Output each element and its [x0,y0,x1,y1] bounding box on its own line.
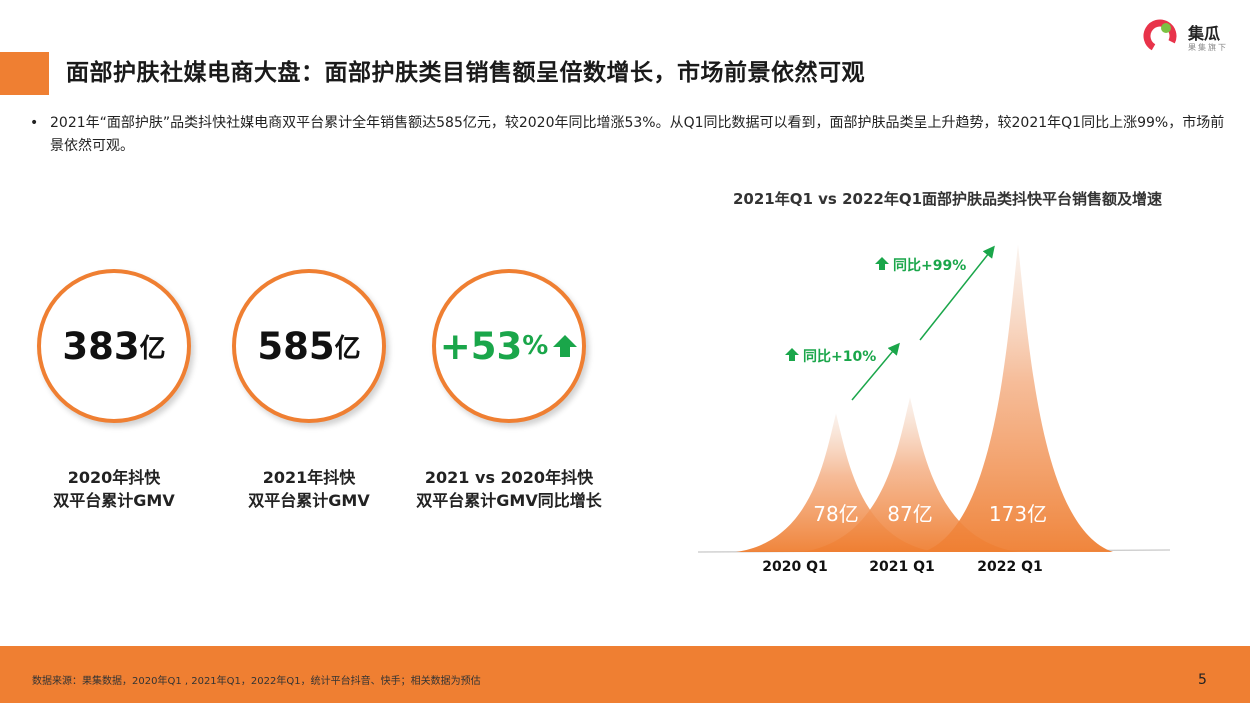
kpi-circle-2021: 585 亿 [232,269,386,423]
growth-annotation: 同比+99% [893,257,966,274]
kpi-label-line: 双平台累计GMV同比增长 [416,491,602,510]
kpi-unit: 亿 [334,333,361,364]
kpi-label-line: 2020年抖快 [67,468,161,487]
title-accent-bar [0,52,49,95]
value-label: 78亿 [813,502,858,526]
kpi-label-line: 2021 vs 2020年抖快 [424,468,594,487]
up-arrow-icon [785,348,799,361]
up-arrow-icon [875,257,889,270]
kpi-unit: 亿 [139,333,166,364]
kpi-unit: % [522,331,549,361]
up-arrow-icon [553,335,578,357]
kpi-circle-2020: 383 亿 [37,269,191,423]
growth-annotation: 同比+10% [803,348,876,365]
kpi-label-growth: 2021 vs 2020年抖快 双平台累计GMV同比增长 [399,466,619,512]
category-label: 2022 Q1 [977,559,1042,575]
kpi-value: +53 [439,324,523,368]
peak-2020-q1 [736,413,936,552]
peak-2021-q1 [802,397,1018,552]
kpi-value: 585 [257,324,335,368]
growth-arrow [919,245,995,341]
kpi-label-line: 双平台累计GMV [248,491,370,510]
brand-logo [1143,19,1177,53]
kpi-label-2020: 2020年抖快 双平台累计GMV [4,466,224,512]
logo-tagline: 果集旗下 [1188,43,1228,52]
kpi-label-2021: 2021年抖快 双平台累计GMV [199,466,419,512]
peak-2022-q1 [923,244,1113,552]
value-label: 173亿 [989,502,1047,526]
kpi-label-line: 2021年抖快 [262,468,356,487]
page-number: 5 [1198,672,1207,688]
summary-paragraph: • 2021年“面部护肤”品类抖快社媒电商双平台累计全年销售额达585亿元，较2… [30,112,1230,158]
chart-title: 2021年Q1 vs 2022年Q1面部护肤品类抖快平台销售额及增速 [732,190,1163,208]
kpi-label-line: 双平台累计GMV [53,491,175,510]
category-label: 2020 Q1 [762,559,827,575]
kpi-value: 383 [62,324,140,368]
growth-arrow [851,342,900,401]
value-label: 87亿 [887,502,932,526]
sales-peak-chart: 78亿 2020 Q1 87亿 2021 Q1 173亿 2022 Q1 同比+10% 同比+… [697,244,1171,575]
data-source-note: 数据来源：果集数据，2020年Q1 , 2021年Q1，2022年Q1，统计平台… [32,676,481,687]
kpi-circle-growth: +53% [432,269,586,423]
summary-text: 2021年“面部护肤”品类抖快社媒电商双平台累计全年销售额达585亿元，较202… [50,115,1225,154]
footer-bar [0,646,1250,703]
category-label: 2021 Q1 [869,559,934,575]
bullet-dot: • [30,115,39,131]
logo-name: 集瓜 [1188,24,1221,43]
page-title: 面部护肤社媒电商大盘：面部护肤类目销售额呈倍数增长，市场前景依然可观 [66,60,865,86]
